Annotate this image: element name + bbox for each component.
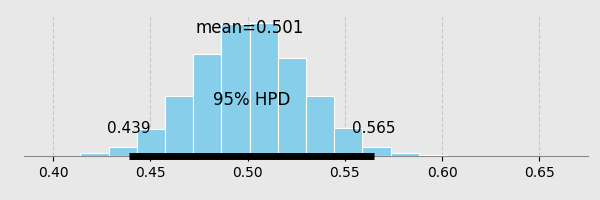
Bar [362, 147, 391, 156]
Bar [250, 23, 278, 156]
Bar [306, 96, 334, 156]
Text: 0.565: 0.565 [352, 121, 396, 136]
Bar [80, 153, 109, 156]
Bar [193, 54, 221, 156]
Bar [109, 147, 137, 156]
Bar [221, 24, 250, 156]
Bar [165, 96, 193, 156]
Bar [334, 128, 362, 156]
Bar [391, 153, 419, 156]
Text: mean=0.501: mean=0.501 [196, 19, 304, 37]
Bar [419, 155, 447, 156]
Bar [137, 129, 165, 156]
Text: 0.439: 0.439 [107, 121, 151, 136]
Text: 95% HPD: 95% HPD [213, 91, 290, 109]
Bar [278, 58, 306, 156]
